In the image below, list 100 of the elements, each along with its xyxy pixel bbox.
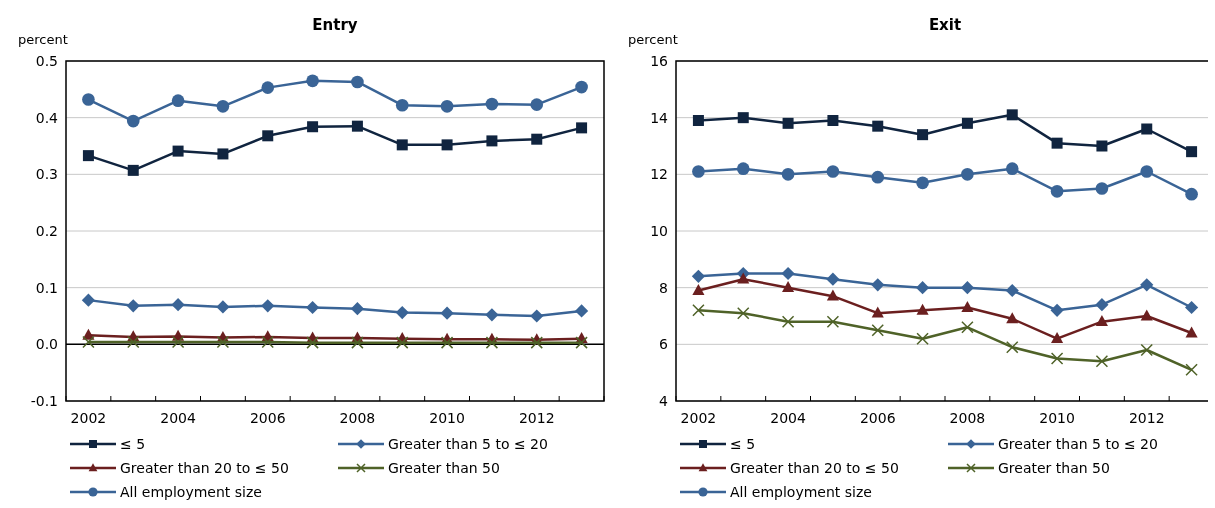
point	[826, 272, 840, 286]
point	[306, 74, 319, 88]
legend-label: Greater than 50	[388, 459, 500, 476]
point	[692, 165, 705, 178]
x-tick-label: 2004	[160, 410, 196, 426]
point	[1186, 146, 1198, 158]
point	[1006, 340, 1019, 354]
x-tick-label: 2008	[949, 410, 986, 426]
y-tick-label: 16	[650, 52, 669, 69]
point	[1050, 303, 1064, 317]
point	[396, 336, 409, 349]
point	[306, 336, 319, 349]
point	[171, 298, 185, 312]
point	[1185, 326, 1198, 338]
point	[440, 100, 454, 113]
legend-label: All employment size	[730, 483, 872, 500]
point	[261, 335, 274, 349]
point	[126, 299, 140, 313]
x-tick-label: 2006	[859, 410, 896, 426]
point	[82, 150, 94, 162]
point	[575, 80, 588, 94]
point	[1095, 315, 1108, 327]
point	[781, 315, 795, 328]
point	[127, 335, 140, 349]
point	[1184, 300, 1199, 315]
y-tick-label: 4	[659, 392, 669, 409]
x-tick-label: 2010	[1039, 410, 1075, 426]
point	[782, 281, 795, 293]
point	[736, 162, 750, 175]
y-tick-label: 8	[659, 279, 668, 296]
legend-label: All employment size	[120, 483, 262, 500]
point	[961, 168, 974, 181]
y-tick-label: 10	[650, 222, 668, 239]
point	[1050, 185, 1064, 198]
point	[1095, 355, 1109, 368]
point	[871, 323, 884, 337]
point	[781, 168, 795, 181]
point	[691, 269, 706, 283]
point	[1141, 123, 1153, 135]
legend-label: Greater than 50	[998, 459, 1110, 476]
y-tick-label: 0.3	[35, 166, 58, 183]
point	[81, 293, 96, 307]
point	[172, 145, 184, 157]
point	[916, 332, 929, 345]
point	[1140, 309, 1153, 321]
point	[171, 94, 185, 107]
y-axis-title: percent	[18, 32, 68, 47]
point	[485, 97, 499, 111]
point	[826, 165, 840, 178]
point	[485, 308, 499, 322]
x-tick-label: 2004	[770, 410, 806, 426]
point	[915, 281, 930, 295]
point	[261, 299, 275, 313]
legend-label: Greater than 5 to ≤ 20	[388, 435, 548, 452]
point	[485, 336, 499, 349]
point	[737, 272, 750, 284]
y-tick-label: 0.5	[35, 52, 58, 69]
point	[692, 283, 705, 295]
point	[82, 93, 95, 106]
point	[530, 98, 544, 111]
point	[737, 306, 750, 320]
point	[396, 139, 408, 151]
legend-label: Greater than 20 to ≤ 50	[120, 459, 289, 476]
point	[737, 112, 749, 124]
point	[127, 164, 139, 176]
point	[960, 281, 975, 295]
point	[1051, 332, 1064, 344]
y-tick-label: 12	[650, 166, 668, 183]
point	[351, 336, 364, 349]
point	[395, 306, 409, 320]
point	[261, 81, 275, 94]
point	[574, 304, 589, 318]
legend-label: ≤ 5	[730, 435, 756, 452]
point	[961, 117, 973, 129]
point	[126, 114, 140, 128]
x-tick-label: 2012	[1128, 410, 1165, 426]
point	[351, 120, 363, 132]
point	[692, 304, 705, 317]
point	[1005, 283, 1019, 298]
point	[1095, 298, 1109, 312]
point	[872, 120, 884, 132]
point	[1005, 162, 1019, 175]
point	[82, 335, 95, 349]
chart-title: Entry	[312, 16, 358, 34]
point	[781, 266, 795, 281]
legend-label: Greater than 5 to ≤ 20	[998, 435, 1158, 452]
y-tick-label: 0.4	[35, 109, 59, 126]
point	[916, 176, 929, 190]
point	[530, 336, 543, 349]
legend-label: Greater than 20 to ≤ 50	[730, 459, 899, 476]
point	[961, 300, 974, 312]
point	[782, 117, 794, 129]
point	[871, 278, 885, 292]
point	[1140, 343, 1153, 357]
point	[1051, 137, 1063, 149]
point	[1140, 278, 1154, 292]
point	[486, 135, 498, 147]
chart-title: Exit	[928, 16, 962, 34]
x-tick-label: 2008	[339, 410, 376, 426]
point	[395, 98, 409, 112]
